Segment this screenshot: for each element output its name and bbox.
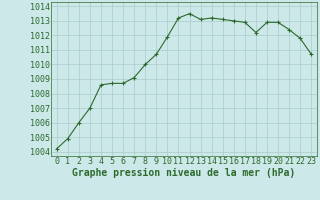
X-axis label: Graphe pression niveau de la mer (hPa): Graphe pression niveau de la mer (hPa) (72, 168, 296, 178)
